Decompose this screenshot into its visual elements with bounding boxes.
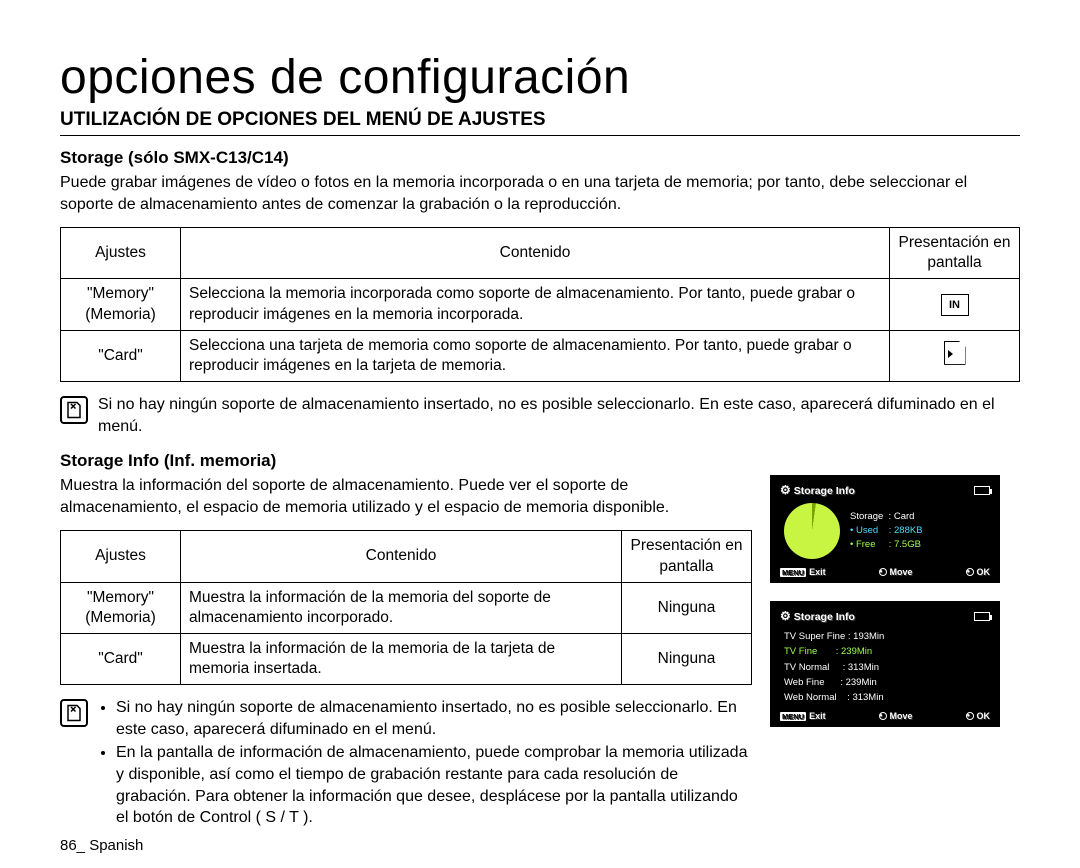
right-column: ⚙ Storage Info Storage : Card • Used : 2… [770, 475, 1020, 745]
cell-contenido: Selecciona una tarjeta de memoria como s… [181, 330, 890, 381]
used-value: 288KB [894, 525, 923, 536]
list-item: Web Normal : 313Min [784, 690, 990, 705]
gear-icon: ⚙ [780, 483, 791, 497]
note-icon [60, 396, 88, 424]
page-number: 86_ Spanish [60, 837, 143, 854]
lcd-title: Storage Info [794, 485, 855, 497]
cell-contenido: Selecciona la memoria incorporada como s… [181, 279, 890, 330]
cell-ajuste: "Card" [61, 633, 181, 684]
move-label: Move [890, 711, 913, 721]
cell-pres: Ninguna [622, 582, 752, 633]
table-row: Ajustes Contenido Presentación en pantal… [61, 228, 1020, 279]
table-row: "Card" Muestra la información de la memo… [61, 633, 752, 684]
menu-tag: MENU [780, 712, 806, 721]
lcd-storage-list: ⚙ Storage Info TV Super Fine : 193MinTV … [770, 601, 1000, 727]
pie-labels: Storage : Card • Used : 288KB • Free : 7… [850, 510, 923, 553]
cell-icon [890, 330, 1020, 381]
cell-contenido: Muestra la información de la memoria del… [181, 582, 622, 633]
ok-label: OK [977, 567, 991, 577]
sd-card-icon [944, 341, 966, 365]
move-icon: ♦ [879, 712, 887, 720]
ok-icon: ● [966, 568, 974, 576]
cell-icon: IN [890, 279, 1020, 330]
storage-note: Si no hay ningún soporte de almacenamien… [60, 394, 1020, 437]
list-item: Web Fine : 239Min [784, 675, 990, 690]
table-row: "Card" Selecciona una tarjeta de memoria… [61, 330, 1020, 381]
lcd-footer: MENU Exit ♦ Move ● OK [780, 711, 990, 721]
note-item: En la pantalla de información de almacen… [116, 742, 752, 828]
left-column: Muestra la información del soporte de al… [60, 475, 752, 845]
th-contenido: Contenido [181, 228, 890, 279]
battery-icon [974, 612, 990, 621]
cell-ajuste: "Card" [61, 330, 181, 381]
cell-pres: Ninguna [622, 633, 752, 684]
section-title: UTILIZACIÓN DE OPCIONES DEL MENÚ DE AJUS… [60, 109, 1020, 136]
battery-icon [974, 486, 990, 495]
note-text: Si no hay ningún soporte de almacenamien… [98, 394, 1020, 437]
move-label: Move [890, 567, 913, 577]
storageinfo-heading: Storage Info (Inf. memoria) [60, 451, 1020, 471]
th-presentacion: Presentación en pantalla [622, 531, 752, 582]
resolution-list: TV Super Fine : 193MinTV Fine : 239MinTV… [784, 629, 990, 705]
storageinfo-intro: Muestra la información del soporte de al… [60, 475, 752, 518]
exit-label: Exit [809, 567, 826, 577]
lcd-title: Storage Info [794, 611, 855, 623]
used-label: Used [856, 525, 878, 536]
th-ajustes: Ajustes [61, 228, 181, 279]
gear-icon: ⚙ [780, 609, 791, 623]
cell-contenido: Muestra la información de la memoria de … [181, 633, 622, 684]
move-icon: ♦ [879, 568, 887, 576]
th-presentacion: Presentación en pantalla [890, 228, 1020, 279]
ok-icon: ● [966, 712, 974, 720]
ok-label: OK [977, 711, 991, 721]
lcd-footer: MENU Exit ♦ Move ● OK [780, 567, 990, 577]
storage-intro: Puede grabar imágenes de vídeo o fotos e… [60, 172, 1020, 215]
free-label: Free [856, 539, 876, 550]
table-row: "Memory" (Memoria) Muestra la informació… [61, 582, 752, 633]
storage-label: Storage [850, 511, 883, 522]
storageinfo-table: Ajustes Contenido Presentación en pantal… [60, 530, 752, 685]
storageinfo-note: Si no hay ningún soporte de almacenamien… [60, 697, 752, 831]
pie-chart [784, 503, 840, 559]
storage-heading: Storage (sólo SMX-C13/C14) [60, 148, 1020, 168]
table-row: "Memory" (Memoria) Selecciona la memoria… [61, 279, 1020, 330]
page-title: opciones de configuración [60, 50, 1020, 105]
cell-ajuste: "Memory" (Memoria) [61, 582, 181, 633]
note-icon [60, 699, 88, 727]
storage-table: Ajustes Contenido Presentación en pantal… [60, 227, 1020, 382]
list-item: TV Fine : 239Min [784, 644, 990, 659]
free-value: 7.5GB [894, 539, 921, 550]
list-item: TV Super Fine : 193Min [784, 629, 990, 644]
note-item: Si no hay ningún soporte de almacenamien… [116, 697, 752, 740]
in-icon: IN [941, 294, 969, 316]
list-item: TV Normal : 313Min [784, 660, 990, 675]
th-contenido: Contenido [181, 531, 622, 582]
menu-tag: MENU [780, 568, 806, 577]
cell-ajuste: "Memory" (Memoria) [61, 279, 181, 330]
lcd-storage-pie: ⚙ Storage Info Storage : Card • Used : 2… [770, 475, 1000, 583]
note-list: Si no hay ningún soporte de almacenamien… [98, 697, 752, 831]
table-row: Ajustes Contenido Presentación en pantal… [61, 531, 752, 582]
exit-label: Exit [809, 711, 826, 721]
th-ajustes: Ajustes [61, 531, 181, 582]
storage-value: Card [894, 511, 915, 522]
